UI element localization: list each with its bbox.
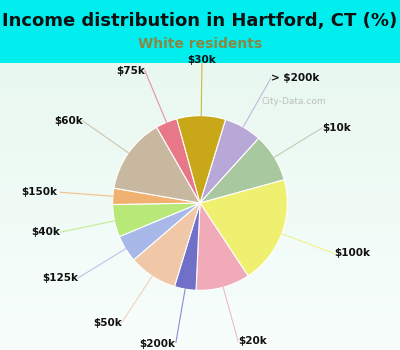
Wedge shape	[113, 203, 200, 237]
Wedge shape	[134, 203, 200, 287]
Text: $30k: $30k	[188, 55, 216, 65]
Text: $40k: $40k	[31, 227, 60, 237]
Text: $60k: $60k	[54, 116, 82, 126]
Text: $150k: $150k	[21, 187, 57, 197]
Wedge shape	[196, 203, 248, 290]
Text: $50k: $50k	[93, 318, 122, 328]
Wedge shape	[177, 116, 226, 203]
Wedge shape	[156, 119, 200, 203]
Text: Income distribution in Hartford, CT (%): Income distribution in Hartford, CT (%)	[2, 12, 398, 30]
Wedge shape	[200, 180, 287, 276]
Wedge shape	[174, 203, 200, 290]
Text: > $200k: > $200k	[271, 74, 319, 83]
Text: $20k: $20k	[238, 336, 267, 346]
Wedge shape	[119, 203, 200, 260]
Text: City-Data.com: City-Data.com	[261, 97, 326, 106]
Wedge shape	[200, 138, 284, 203]
Wedge shape	[200, 119, 259, 203]
Wedge shape	[113, 188, 200, 204]
Text: $75k: $75k	[116, 66, 145, 76]
Text: $100k: $100k	[334, 248, 370, 258]
Text: $200k: $200k	[140, 339, 176, 349]
Text: White residents: White residents	[138, 37, 262, 51]
Text: $125k: $125k	[42, 273, 78, 283]
Text: $10k: $10k	[322, 123, 351, 133]
Wedge shape	[114, 127, 200, 203]
